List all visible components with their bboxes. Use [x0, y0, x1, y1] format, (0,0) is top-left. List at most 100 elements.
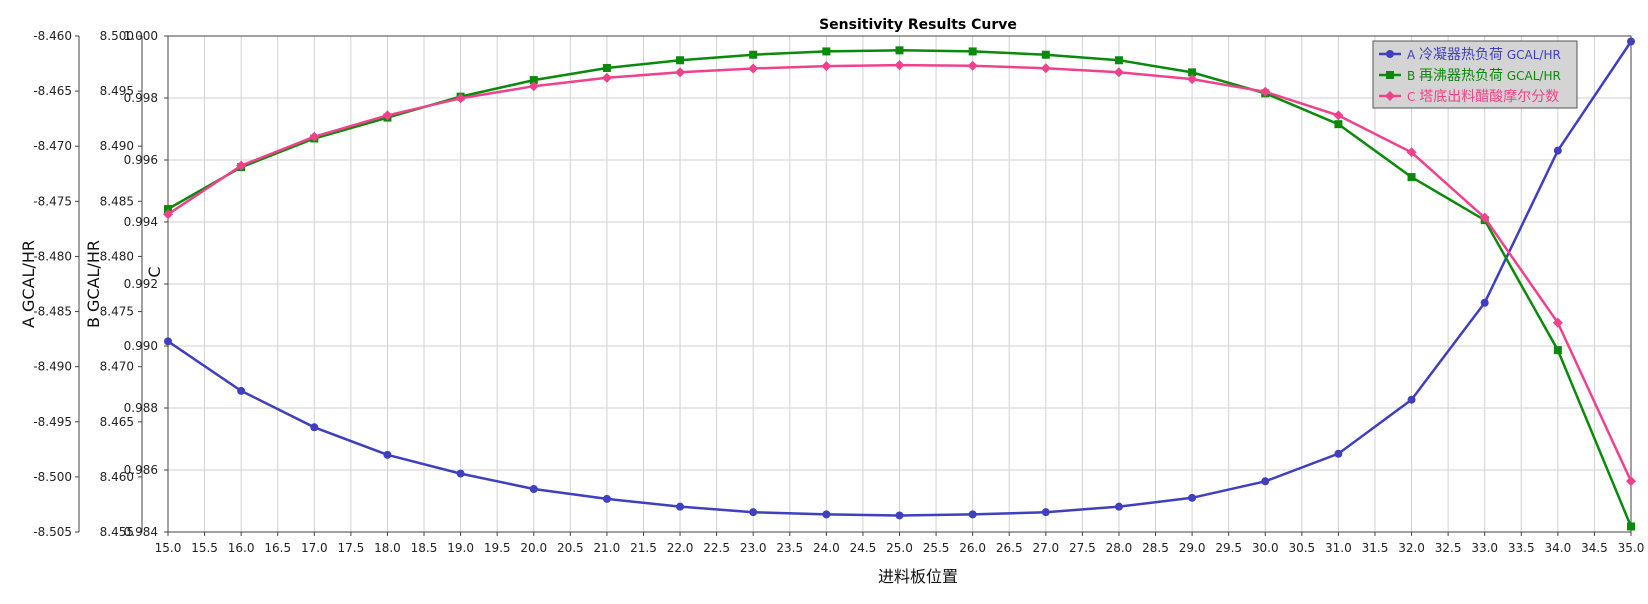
x-tick-label: 34.0 — [1544, 541, 1571, 555]
series-a-point — [164, 337, 172, 346]
legend-prefix: C — [1407, 90, 1419, 104]
x-tick-label: 30.5 — [1288, 541, 1315, 555]
series-a-point — [1188, 493, 1197, 502]
x-tick-label: 19.0 — [447, 541, 474, 555]
series-a-point — [1553, 146, 1562, 155]
legend-swatch-marker — [1386, 50, 1394, 58]
y-tick-label-c: 0.988 — [124, 401, 158, 415]
legend-item-c: C 塔底出料醋酸摩尔分数 — [1379, 88, 1559, 105]
y-tick-label-c: 0.998 — [124, 91, 158, 105]
legend-swatch-marker — [1385, 91, 1395, 101]
legend-label-a: A 冷凝器热负荷 GCAL/HR — [1407, 47, 1561, 63]
x-tick-label: 20.0 — [520, 541, 547, 555]
y-axis-title-c: C — [145, 266, 164, 277]
series-a-point — [1041, 508, 1050, 517]
y-tick-label-b: 8.495 — [100, 84, 134, 98]
x-tick-label: 34.5 — [1581, 541, 1608, 555]
series-a-point — [895, 511, 904, 520]
series-c-point — [1626, 476, 1636, 487]
x-tick-label: 19.5 — [484, 541, 511, 555]
y-tick-label-b: 8.470 — [100, 360, 134, 374]
series-c-point — [163, 209, 173, 220]
series-c-point — [1479, 212, 1490, 223]
series-a-point — [237, 386, 246, 395]
series-c-point — [1260, 86, 1271, 97]
series-c-point — [894, 60, 905, 71]
x-tick-label: 23.5 — [776, 541, 803, 555]
series-c-point — [675, 67, 686, 78]
legend-series-name: 塔底出料醋酸摩尔分数 — [1419, 88, 1559, 105]
series-b-point — [1407, 173, 1416, 182]
x-tick-label: 15.5 — [191, 541, 218, 555]
series-a-point — [968, 510, 977, 519]
x-tick-label: 17.0 — [301, 541, 328, 555]
legend-series-name: 冷凝器热负荷 — [1419, 47, 1503, 63]
series-b-point — [822, 47, 831, 56]
series-c-point — [1113, 67, 1124, 78]
series-a-point — [529, 485, 538, 494]
x-tick-label: 29.0 — [1179, 541, 1206, 555]
series-c-point — [528, 81, 539, 92]
series-c-point — [821, 61, 832, 72]
x-tick-label: 16.5 — [264, 541, 291, 555]
series-a-point — [1334, 449, 1343, 458]
y-tick-label-a: -8.480 — [33, 249, 72, 263]
x-tick-label: 21.5 — [630, 541, 657, 555]
y-tick-label-b: 8.480 — [100, 249, 134, 263]
x-tick-label: 16.0 — [228, 541, 255, 555]
y-tick-label-c: 0.994 — [124, 215, 158, 229]
x-tick-label: 33.5 — [1508, 541, 1535, 555]
y-tick-label-b: 8.455 — [100, 525, 134, 539]
series-a-point — [1114, 502, 1123, 511]
series-b-point — [1114, 56, 1123, 65]
series-c-point — [1406, 147, 1417, 158]
y-tick-label-c: 0.986 — [124, 463, 158, 477]
series-a-point — [676, 502, 685, 511]
y-tick-label-c: 0.990 — [124, 339, 158, 353]
series-c-point — [1040, 63, 1051, 74]
x-tick-label: 30.0 — [1252, 541, 1279, 555]
legend-prefix: A — [1407, 48, 1419, 62]
y-tick-label-c: 1.000 — [124, 29, 158, 43]
y-tick-label-a: -8.470 — [33, 139, 72, 153]
y-tick-label-a: -8.465 — [33, 84, 72, 98]
legend-item-b: B 再沸器热负荷 GCAL/HR — [1379, 68, 1561, 84]
y-tick-label-b: 8.485 — [100, 194, 134, 208]
series-c-point — [601, 72, 612, 83]
legend-label-b: B 再沸器热负荷 GCAL/HR — [1407, 68, 1561, 84]
series-c-point — [382, 110, 393, 121]
legend-series-name: 再沸器热负荷 — [1419, 68, 1503, 84]
chart-title: Sensitivity Results Curve — [819, 17, 1017, 33]
series-b-point — [164, 205, 172, 214]
series-c-point — [1552, 317, 1563, 328]
series-a-point — [1480, 298, 1489, 307]
series-b-point — [749, 50, 758, 59]
series-b-point — [895, 46, 904, 55]
x-tick-label: 28.5 — [1142, 541, 1169, 555]
x-tick-label: 35.0 — [1618, 541, 1645, 555]
legend-unit: GCAL/HR — [1503, 69, 1561, 83]
legend-unit: GCAL/HR — [1503, 48, 1561, 62]
x-axis-title: 进料板位置 — [878, 567, 958, 586]
series-a-point — [1407, 395, 1416, 404]
y-axis-title-a: A GCAL/HR — [19, 240, 38, 328]
y-tick-label-b: 8.465 — [100, 415, 134, 429]
legend[interactable]: A 冷凝器热负荷 GCAL/HRB 再沸器热负荷 GCAL/HRC 塔底出料醋酸… — [1372, 40, 1578, 109]
y-tick-label-a: -8.460 — [33, 29, 72, 43]
x-tick-label: 25.0 — [886, 541, 913, 555]
series-a-point — [383, 450, 392, 459]
series-c-point — [236, 160, 247, 171]
x-tick-label: 28.0 — [1106, 541, 1133, 555]
y-axis-title-b: B GCAL/HR — [84, 240, 103, 328]
legend-label-c: C 塔底出料醋酸摩尔分数 — [1407, 88, 1559, 105]
y-tick-label-b: 8.475 — [100, 305, 134, 319]
x-tick-label: 26.0 — [959, 541, 986, 555]
y-tick-label-a: -8.475 — [33, 194, 72, 208]
series-b-point — [676, 56, 685, 65]
y-axes: -8.460 -8.465 -8.470 -8.475 -8.480 -8.485 -8.4… — [19, 29, 168, 539]
series-c-point — [748, 63, 759, 74]
series-b-point — [1041, 50, 1050, 59]
series-a-point — [456, 469, 465, 478]
x-tick-label: 17.5 — [338, 541, 365, 555]
x-tick-label: 27.5 — [1069, 541, 1096, 555]
